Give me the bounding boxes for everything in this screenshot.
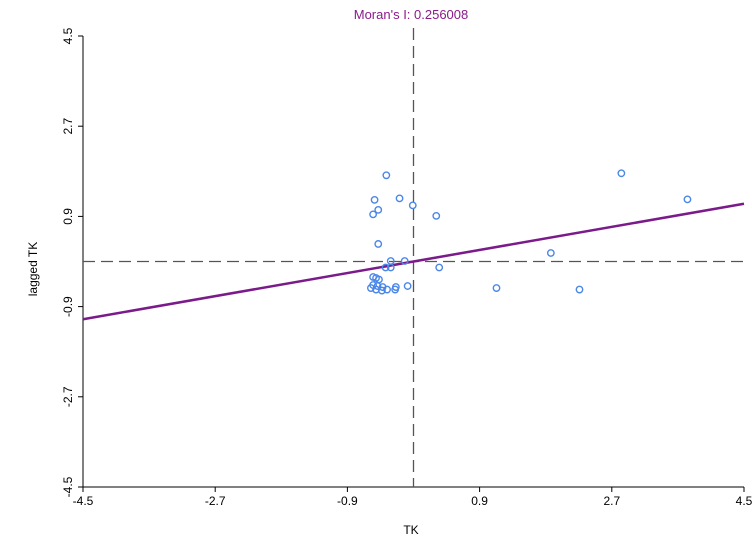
- regression-line: [82, 202, 745, 321]
- x-axis-label: TK: [403, 523, 418, 537]
- data-point: [373, 282, 382, 290]
- y-tick-label: 2.7: [61, 118, 75, 135]
- data-point: [367, 284, 375, 292]
- data-point: [369, 210, 378, 219]
- x-tick-label: -2.7: [205, 494, 226, 508]
- y-axis-label: lagged TK: [26, 242, 40, 297]
- y-tick-label: 0.9: [61, 208, 75, 225]
- data-point: [374, 205, 383, 214]
- data-point: [400, 257, 409, 265]
- data-point: [432, 211, 441, 220]
- data-point: [374, 240, 383, 248]
- data-points: [367, 169, 692, 295]
- chart-title: Moran's I: 0.256008: [354, 7, 469, 22]
- x-tick-label: 2.7: [603, 494, 620, 508]
- x-tick-label: -0.9: [337, 494, 358, 508]
- data-point: [382, 171, 391, 180]
- x-tick-label: 0.9: [471, 494, 488, 508]
- x-tick-label: -4.5: [73, 494, 94, 508]
- x-axis-ticks: -4.5 -2.7 -0.9 0.9 2.7 4.5: [73, 487, 752, 508]
- data-point: [403, 282, 412, 290]
- data-point: [683, 195, 692, 204]
- data-point: [381, 263, 390, 272]
- data-point: [617, 169, 626, 178]
- data-point: [492, 284, 501, 292]
- mean-lines: [83, 28, 744, 487]
- data-point: [383, 285, 391, 294]
- data-point: [386, 263, 395, 272]
- y-axis-ticks: -4.5 -2.7 -0.9 0.9 2.7 4.5: [61, 27, 83, 497]
- data-point: [391, 285, 400, 294]
- data-point: [408, 201, 417, 210]
- data-point: [378, 286, 386, 295]
- data-point: [575, 285, 584, 294]
- data-point: [546, 249, 555, 257]
- data-point: [370, 195, 379, 204]
- y-tick-label: 4.5: [61, 27, 75, 44]
- y-tick-label: -2.7: [61, 386, 75, 407]
- data-point: [395, 194, 404, 203]
- y-tick-label: -0.9: [61, 296, 75, 317]
- x-tick-label: 4.5: [736, 494, 752, 508]
- y-tick-label: -4.5: [61, 476, 75, 497]
- data-point: [435, 263, 444, 272]
- regression-layer: [82, 202, 745, 321]
